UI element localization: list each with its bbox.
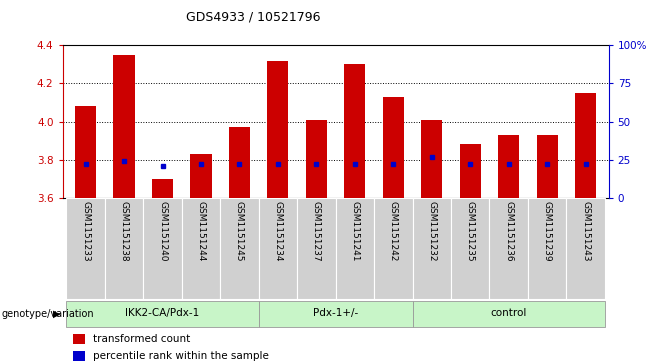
Text: GSM1151244: GSM1151244 <box>197 201 205 261</box>
Bar <box>383 97 404 198</box>
Bar <box>413 198 451 299</box>
Bar <box>182 198 220 299</box>
Bar <box>374 198 413 299</box>
Bar <box>528 198 567 299</box>
Bar <box>306 120 327 198</box>
Text: GDS4933 / 10521796: GDS4933 / 10521796 <box>186 11 321 24</box>
Text: GSM1151240: GSM1151240 <box>158 201 167 261</box>
Bar <box>536 135 558 198</box>
Text: control: control <box>490 309 527 318</box>
Bar <box>220 198 259 299</box>
Bar <box>421 120 442 198</box>
Bar <box>413 301 605 327</box>
Bar <box>451 198 490 299</box>
Bar <box>267 61 288 198</box>
Text: GSM1151242: GSM1151242 <box>389 201 398 261</box>
Bar <box>259 198 297 299</box>
Text: Pdx-1+/-: Pdx-1+/- <box>313 309 358 318</box>
Text: GSM1151237: GSM1151237 <box>312 201 321 261</box>
Text: GSM1151236: GSM1151236 <box>504 201 513 261</box>
Text: IKK2-CA/Pdx-1: IKK2-CA/Pdx-1 <box>126 309 199 318</box>
Bar <box>105 198 143 299</box>
Text: GSM1151235: GSM1151235 <box>466 201 474 261</box>
Bar <box>460 144 481 198</box>
Bar <box>344 65 365 198</box>
Bar <box>66 198 105 299</box>
Bar <box>498 135 519 198</box>
Bar <box>490 198 528 299</box>
Text: transformed count: transformed count <box>93 334 190 344</box>
Bar <box>66 301 259 327</box>
Bar <box>190 154 211 198</box>
Bar <box>575 93 596 198</box>
Text: GSM1151239: GSM1151239 <box>543 201 551 261</box>
Bar <box>152 179 173 198</box>
Bar <box>74 351 86 361</box>
Text: genotype/variation: genotype/variation <box>1 309 94 319</box>
Bar <box>297 198 336 299</box>
Bar <box>336 198 374 299</box>
Text: GSM1151243: GSM1151243 <box>581 201 590 261</box>
Text: GSM1151238: GSM1151238 <box>120 201 128 261</box>
Text: GSM1151241: GSM1151241 <box>350 201 359 261</box>
Text: GSM1151233: GSM1151233 <box>81 201 90 261</box>
Text: GSM1151234: GSM1151234 <box>273 201 282 261</box>
Bar <box>113 55 135 198</box>
Bar <box>229 127 250 198</box>
Bar <box>74 334 86 344</box>
Bar <box>567 198 605 299</box>
Text: GSM1151232: GSM1151232 <box>427 201 436 261</box>
Bar <box>259 301 413 327</box>
Text: percentile rank within the sample: percentile rank within the sample <box>93 351 268 361</box>
Bar <box>143 198 182 299</box>
Bar <box>75 106 96 198</box>
Text: ▶: ▶ <box>53 309 61 319</box>
Text: GSM1151245: GSM1151245 <box>235 201 244 261</box>
